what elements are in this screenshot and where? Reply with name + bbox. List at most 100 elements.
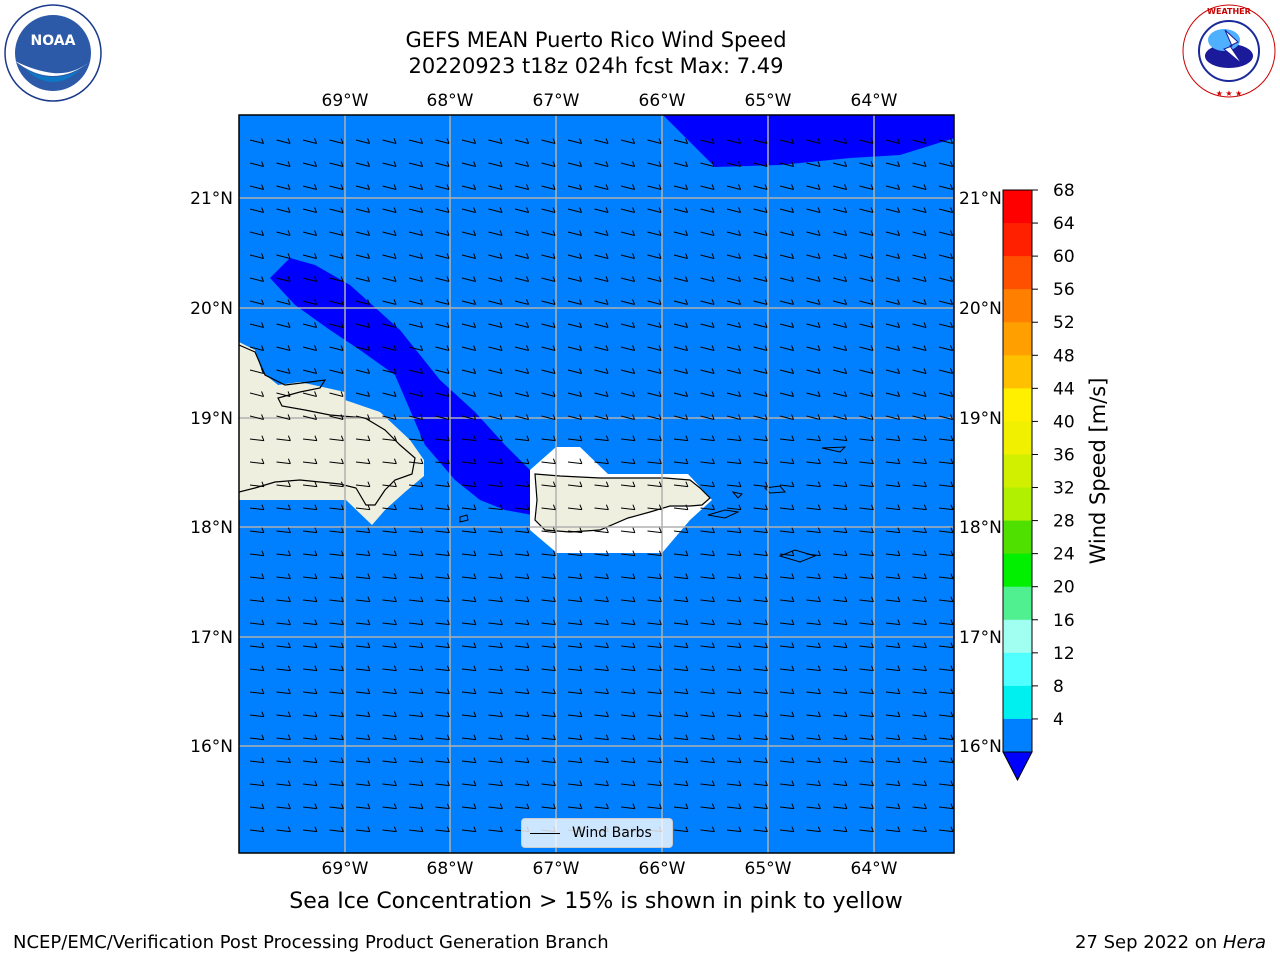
wind-barb (726, 208, 741, 213)
wind-barb (435, 553, 450, 557)
wind-barb-flag (632, 345, 636, 351)
wind-barb-flag (791, 642, 795, 648)
wind-barb (700, 346, 715, 351)
wind-barb-flag (526, 184, 530, 190)
wind-barb-flag (870, 711, 874, 717)
wind-barb-flag (499, 550, 503, 556)
wind-barb-flag (950, 345, 954, 351)
wind-barb (541, 277, 556, 282)
wind-barb (885, 254, 900, 259)
wind-barb (753, 208, 768, 213)
wind-barb (620, 599, 635, 603)
wind-barb (541, 139, 556, 144)
wind-barb (885, 691, 900, 695)
wind-barb-flag (473, 550, 477, 556)
wind-barb-flag (579, 276, 583, 282)
wind-barb (620, 415, 635, 420)
wind-barb-flag (287, 435, 291, 441)
wind-barb-flag (473, 253, 477, 259)
wind-barb (700, 599, 715, 603)
wind-barb (647, 323, 662, 328)
wind-barb-flag (738, 826, 742, 832)
wind-barb (567, 323, 582, 328)
wind-barb-flag (499, 711, 503, 717)
wind-barb-flag (499, 184, 503, 190)
wind-barb (329, 231, 344, 236)
wind-barb-flag (314, 734, 318, 740)
wind-barb (859, 277, 874, 282)
wind-barb (806, 484, 821, 488)
wind-barb-flag (791, 527, 795, 533)
wind-barb (567, 484, 582, 488)
wind-barb (859, 760, 874, 764)
wind-barb (673, 829, 688, 833)
wind-barb (779, 346, 794, 351)
colorbar-tick-label: 12 (1053, 644, 1075, 664)
wind-barb (514, 323, 529, 328)
wind-barb (382, 760, 397, 764)
wind-barb (329, 300, 344, 305)
wind-barb (541, 576, 556, 580)
wind-barb-flag (446, 550, 450, 556)
wind-barb-flag (817, 504, 821, 510)
wind-barb-flag (605, 665, 609, 671)
wind-barb-flag (897, 299, 901, 305)
wind-barb (567, 645, 582, 649)
wind-barb (276, 277, 291, 282)
wind-barb (567, 415, 582, 420)
wind-barb (753, 346, 768, 351)
wind-barb (355, 231, 370, 236)
wind-barb (885, 323, 900, 328)
wind-barb (647, 507, 662, 511)
wind-barb (859, 691, 874, 695)
wind-barb-flag (420, 642, 424, 648)
wind-barb (408, 714, 423, 718)
wind-barb (753, 254, 768, 259)
wind-barb (435, 461, 450, 465)
wind-barb-flag (950, 414, 954, 420)
wind-barb (382, 461, 397, 465)
wind-barb (355, 208, 370, 213)
wind-barb (355, 300, 370, 305)
wind-barb-flag (897, 322, 901, 328)
wind-barb (647, 622, 662, 626)
wind-barb-flag (950, 458, 954, 464)
wind-barb-flag (923, 619, 927, 625)
wind-barb (382, 185, 397, 190)
wind-barb (647, 162, 662, 167)
wind-barb (859, 231, 874, 236)
wind-barb (700, 277, 715, 282)
colorbar-segment (1003, 256, 1032, 290)
wind-barb-flag (605, 322, 609, 328)
wind-barb (700, 737, 715, 741)
wind-barb-flag (658, 780, 662, 786)
wind-barb-flag (499, 207, 503, 213)
wind-barb (435, 208, 450, 213)
wind-barb-flag (923, 550, 927, 556)
wind-barb-flag (923, 642, 927, 648)
wind-barb-flag (499, 276, 503, 282)
wind-barb-flag (870, 458, 874, 464)
wind-barb (912, 208, 927, 213)
wind-barb-flag (579, 253, 583, 259)
wind-barb-flag (764, 138, 768, 144)
wind-barb (938, 645, 953, 649)
wind-barb (700, 461, 715, 465)
wind-barb-flag (393, 435, 397, 441)
wind-barb (382, 737, 397, 741)
wind-barb-flag (632, 253, 636, 259)
wind-barb (885, 714, 900, 718)
wind-barb (832, 714, 847, 718)
wind-barb (567, 622, 582, 626)
wind-barb-flag (552, 322, 556, 328)
colorbar-frame (1002, 189, 1033, 753)
wind-barb-flag (287, 573, 291, 579)
wind-barb-flag (870, 322, 874, 328)
wind-barb (832, 576, 847, 580)
wind-barb (382, 369, 397, 374)
wind-barb (700, 323, 715, 328)
wind-barb-flag (393, 642, 397, 648)
wind-barb-flag (738, 184, 742, 190)
wind-barb-flag (764, 230, 768, 236)
wind-barb-flag (685, 734, 689, 740)
